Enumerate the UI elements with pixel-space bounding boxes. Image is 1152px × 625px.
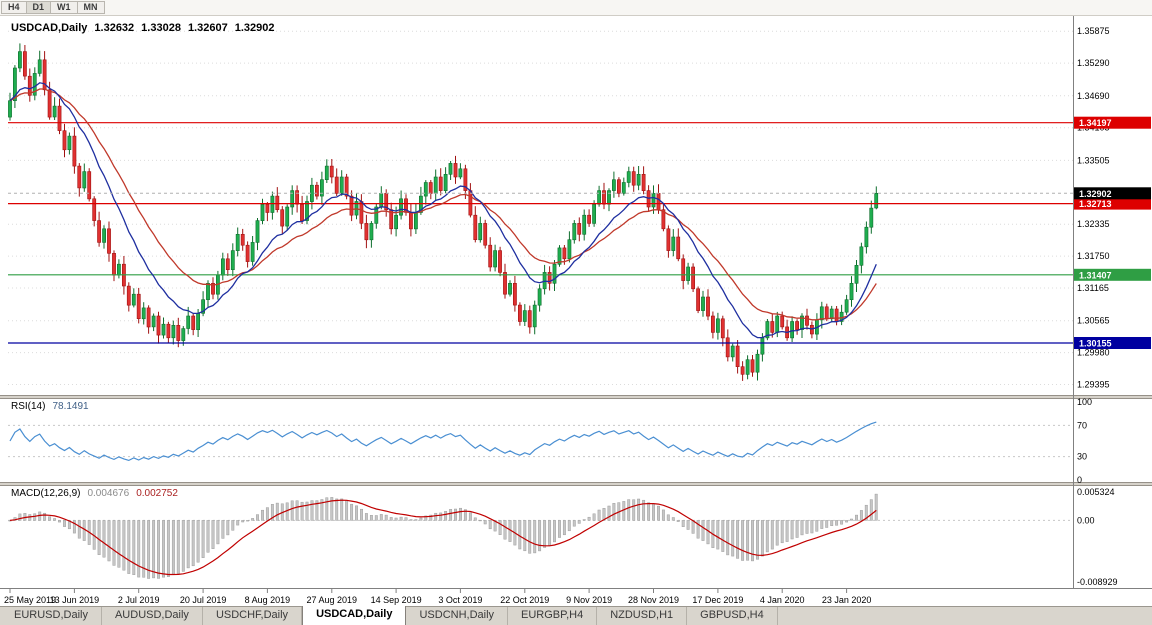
svg-text:27 Aug 2019: 27 Aug 2019 [307,595,358,605]
svg-text:2 Jul 2019: 2 Jul 2019 [118,595,160,605]
macd-axis-labels: 0.005324 0.00 -0.008929 [1077,487,1118,587]
svg-text:23 Jan 2020: 23 Jan 2020 [822,595,872,605]
chart-tabs-bar: EURUSD,Daily AUDUSD,Daily USDCHF,Daily USDC… [0,604,1152,625]
svg-text:0.005324: 0.005324 [1077,487,1115,497]
panel-splitter-1[interactable] [0,395,1152,399]
ma-slow-line [9,88,877,321]
rsi-line [9,421,877,462]
timeframe-button-mn[interactable]: MN [76,1,105,14]
chart-tab-nzdusd-h1[interactable]: NZDUSD,H1 [597,607,688,625]
svg-text:4 Jan 2020: 4 Jan 2020 [760,595,805,605]
chart-background [0,16,1152,606]
svg-text:1.35290: 1.35290 [1077,58,1110,68]
svg-text:1.30565: 1.30565 [1077,316,1110,326]
svg-text:28 Nov 2019: 28 Nov 2019 [628,595,679,605]
svg-text:0: 0 [1077,475,1082,485]
svg-text:1.29980: 1.29980 [1077,348,1110,358]
svg-text:1.31750: 1.31750 [1077,251,1110,261]
chart-tab-eurusd-daily[interactable]: EURUSD,Daily [1,607,102,625]
svg-text:30: 30 [1077,452,1087,462]
macd-signal-line [9,499,877,576]
chart-tab-gbpusd-h4[interactable]: GBPUSD,H4 [687,607,778,625]
timeframe-button-w1[interactable]: W1 [50,1,78,14]
svg-text:1.32335: 1.32335 [1077,219,1110,229]
svg-text:1.29395: 1.29395 [1077,380,1110,390]
price-gridlines [8,30,1073,385]
svg-text:3 Oct 2019: 3 Oct 2019 [438,595,482,605]
svg-text:70: 70 [1077,420,1087,430]
svg-text:-0.008929: -0.008929 [1077,577,1118,587]
svg-text:1.32713: 1.32713 [1079,199,1112,209]
chart-tab-eurgbp-h4[interactable]: EURGBP,H4 [508,607,598,625]
svg-text:1.34197: 1.34197 [1079,118,1112,128]
chart-window[interactable]: 1.358751.352901.346901.341051.335051.323… [0,16,1152,606]
svg-text:20 Jul 2019: 20 Jul 2019 [180,595,227,605]
svg-text:1.33505: 1.33505 [1077,155,1110,165]
svg-text:9 Nov 2019: 9 Nov 2019 [566,595,612,605]
candles-series [8,43,879,381]
timeframe-toolbar: H4 D1 W1 MN [0,0,1152,16]
chart-tab-usdcad-daily[interactable]: USDCAD,Daily [302,604,407,625]
svg-text:1.30155: 1.30155 [1079,339,1112,349]
svg-text:100: 100 [1077,397,1092,407]
svg-text:1.31165: 1.31165 [1077,283,1109,293]
svg-text:1.34690: 1.34690 [1077,91,1110,101]
svg-text:14 Sep 2019: 14 Sep 2019 [371,595,422,605]
svg-text:13 Jun 2019: 13 Jun 2019 [50,595,100,605]
ma-fast-line [9,82,877,339]
svg-text:8 Aug 2019: 8 Aug 2019 [245,595,291,605]
chart-tab-usdchf-daily[interactable]: USDCHF,Daily [203,607,303,625]
svg-text:1.31407: 1.31407 [1079,270,1112,280]
price-chart-svg[interactable]: 1.358751.352901.346901.341051.335051.323… [0,16,1152,606]
rsi-axis-labels: 100 70 30 0 [1077,397,1092,485]
level-line-support-lower[interactable]: 1.30155 [8,337,1151,349]
svg-text:1.32902: 1.32902 [1079,189,1112,199]
level-line-resistance-lower[interactable]: 1.32713 [8,197,1151,210]
timeframe-button-h4[interactable]: H4 [1,1,27,14]
panel-splitter-2[interactable] [0,482,1152,486]
svg-text:1.35875: 1.35875 [1077,26,1110,36]
svg-text:25 May 2019: 25 May 2019 [4,595,56,605]
timeframe-button-d1[interactable]: D1 [25,1,52,14]
level-line-resistance-upper[interactable]: 1.34197 [8,116,1151,129]
svg-text:22 Oct 2019: 22 Oct 2019 [500,595,549,605]
chart-tab-usdcnh-daily[interactable]: USDCNH,Daily [406,607,509,625]
svg-text:17 Dec 2019: 17 Dec 2019 [692,595,743,605]
current-price-line: 1.32902 [8,187,1151,200]
chart-tab-audusd-daily[interactable]: AUDUSD,Daily [102,607,203,625]
svg-text:0.00: 0.00 [1077,515,1095,525]
